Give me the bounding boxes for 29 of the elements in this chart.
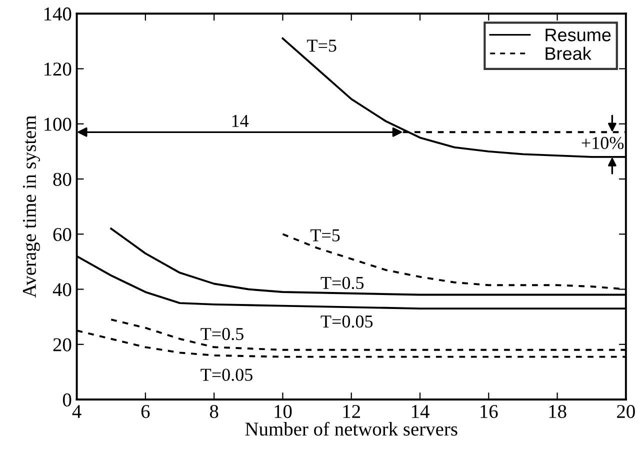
x-tick-label: 14 (412, 405, 430, 418)
x-tick-label: 10 (274, 404, 292, 418)
x-tick-label: 16 (480, 405, 498, 418)
series-label: T=0.5 (200, 328, 244, 340)
annotation: Resume (546, 28, 611, 42)
annotation: +10% (582, 136, 624, 150)
x-tick-label: 4 (72, 405, 82, 418)
series-label: T=0.5 (320, 276, 364, 290)
x-tick-label: 8 (210, 404, 218, 418)
series-label: T=5 (310, 229, 340, 242)
x-tick-label: 6 (141, 405, 150, 418)
y-tick-label: 100 (44, 118, 72, 131)
y-axis-title: Average time in system (22, 116, 40, 298)
y-tick-label: 0 (62, 393, 72, 406)
x-tick-label: 20 (617, 404, 635, 418)
y-tick-label: 60 (53, 228, 72, 242)
annotation: Break (546, 46, 592, 60)
y-tick-label: 120 (44, 62, 72, 76)
y-tick-label: 80 (53, 172, 72, 186)
y-tick-label: 140 (44, 7, 72, 21)
x-tick-label: 12 (343, 405, 360, 418)
x-tick-label: 18 (549, 404, 566, 418)
annotation: 14 (232, 114, 249, 127)
y-tick-label: 40 (52, 283, 72, 296)
series-label: T=0.05 (320, 315, 373, 328)
y-tick-label: 20 (53, 338, 72, 352)
x-axis-title: Number of network servers (245, 422, 458, 436)
legend-label: T=5 (307, 40, 336, 52)
series-label: T=0.05 (200, 368, 252, 381)
